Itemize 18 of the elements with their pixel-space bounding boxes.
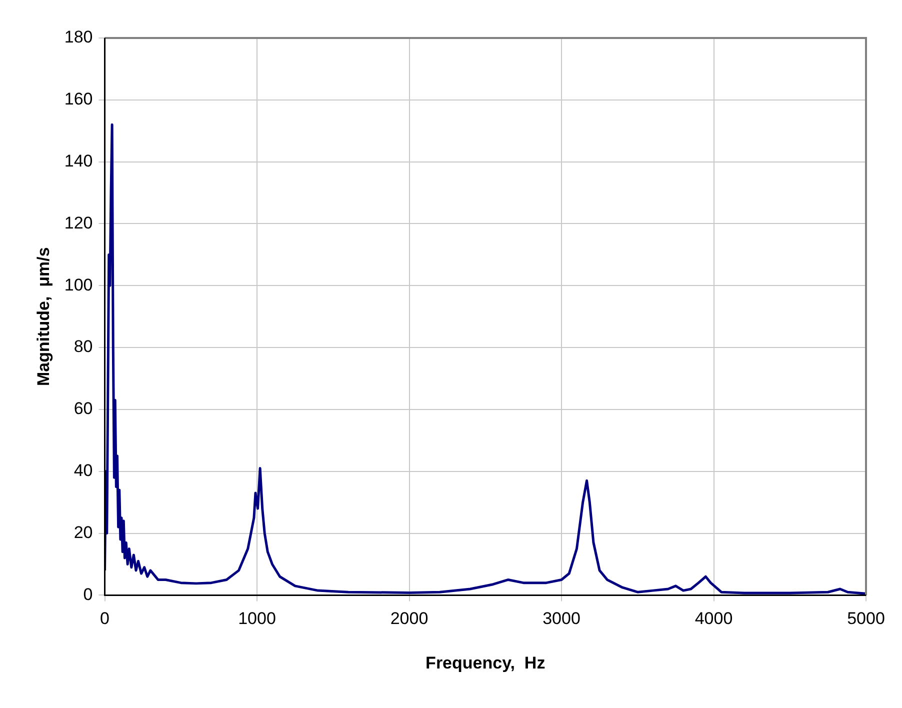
y-tick-label: 0 xyxy=(83,584,93,604)
y-tick-label: 140 xyxy=(64,152,93,171)
y-axis-title: Magnitude, μm/s xyxy=(34,247,53,386)
x-tick-label: 5000 xyxy=(847,609,885,628)
y-tick-label: 100 xyxy=(64,275,93,294)
y-tick-label: 160 xyxy=(64,90,93,109)
x-tick-label: 3000 xyxy=(542,609,580,628)
y-tick-label: 180 xyxy=(64,28,93,47)
x-tick-label: 1000 xyxy=(238,609,276,628)
y-tick-label: 20 xyxy=(74,522,93,542)
y-tick-label: 120 xyxy=(64,213,93,232)
x-tick-label: 2000 xyxy=(390,609,428,628)
y-tick-label: 40 xyxy=(74,461,93,480)
x-tick-label: 0 xyxy=(100,609,110,628)
y-tick-label: 60 xyxy=(74,399,93,418)
y-tick-label: 80 xyxy=(74,337,93,356)
x-tick-label: 4000 xyxy=(694,609,733,628)
x-axis-title: Frequency, Hz xyxy=(426,653,546,672)
